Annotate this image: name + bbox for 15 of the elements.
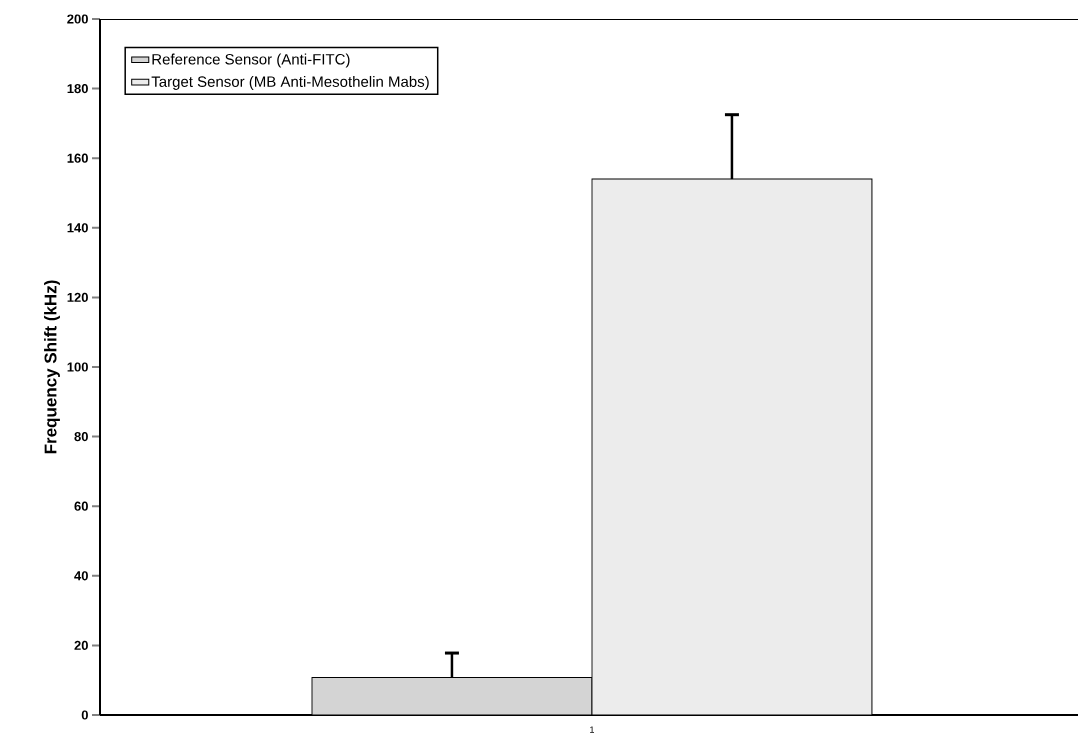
y-tick-label: 100 bbox=[67, 362, 88, 372]
y-tick-label: 120 bbox=[67, 292, 88, 302]
y-tick-label: 60 bbox=[74, 501, 88, 511]
y-tick-label: 80 bbox=[74, 431, 88, 442]
legend-label: Reference Sensor (Anti-FITC) bbox=[152, 53, 350, 68]
y-tick-label: 140 bbox=[67, 223, 88, 233]
legend-label: Target Sensor (MB Anti-Mesothelin Mabs) bbox=[151, 75, 429, 90]
y-tick-label: 180 bbox=[67, 83, 88, 94]
y-axis-title: Frequency Shift (kHz) bbox=[44, 280, 60, 454]
y-tick-label: 0 bbox=[81, 710, 88, 720]
x-tick-label: 1 bbox=[590, 726, 595, 733]
y-tick-label: 40 bbox=[74, 571, 88, 581]
y-tick-label: 200 bbox=[67, 14, 88, 24]
y-tick-label: 20 bbox=[74, 640, 88, 650]
y-tick-label: 160 bbox=[67, 153, 88, 163]
